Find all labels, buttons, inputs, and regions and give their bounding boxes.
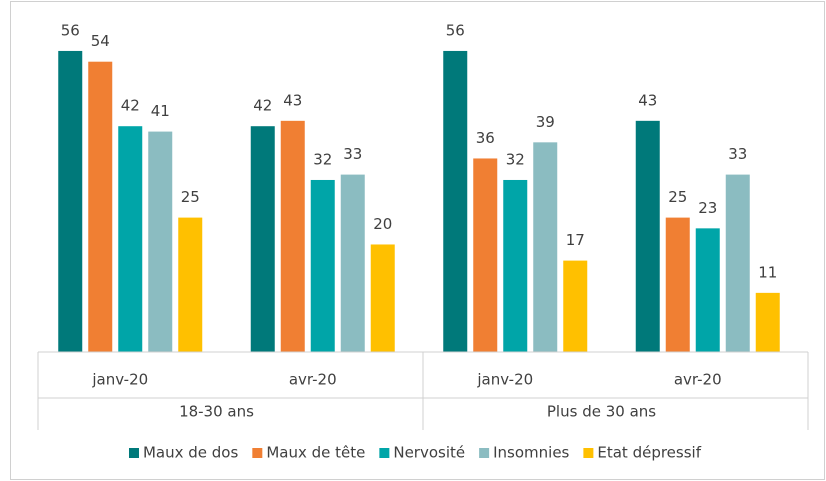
x-tick-label: janv-20 bbox=[91, 371, 148, 389]
data-label: 41 bbox=[151, 102, 170, 120]
data-label: 33 bbox=[728, 145, 747, 163]
legend-swatch bbox=[379, 448, 390, 458]
legend-swatch bbox=[583, 448, 594, 458]
data-label: 32 bbox=[313, 150, 332, 168]
data-label: 56 bbox=[61, 21, 80, 39]
bar bbox=[563, 260, 588, 352]
bar bbox=[340, 174, 365, 352]
data-label: 36 bbox=[476, 129, 495, 147]
bar bbox=[725, 174, 750, 352]
data-label: 39 bbox=[536, 113, 555, 131]
data-label: 43 bbox=[638, 91, 657, 109]
x-tick-label: avr-20 bbox=[289, 371, 337, 389]
bar bbox=[443, 50, 468, 352]
x-tick-label: avr-20 bbox=[674, 371, 722, 389]
legend-label: Nervosité bbox=[393, 444, 465, 462]
data-label: 43 bbox=[283, 91, 302, 109]
bar bbox=[370, 244, 395, 352]
data-label: 56 bbox=[446, 21, 465, 39]
bar bbox=[250, 126, 275, 352]
bar bbox=[310, 179, 335, 352]
legend-swatch bbox=[252, 448, 263, 458]
data-label: 25 bbox=[668, 188, 687, 206]
bar bbox=[665, 217, 690, 352]
bar bbox=[118, 126, 143, 352]
bar bbox=[503, 179, 528, 352]
bar bbox=[148, 131, 173, 352]
x-tick-label: janv-20 bbox=[476, 371, 533, 389]
bar bbox=[533, 142, 558, 352]
chart-frame bbox=[10, 1, 825, 480]
data-label: 32 bbox=[506, 150, 525, 168]
bar bbox=[695, 228, 720, 352]
data-label: 20 bbox=[373, 215, 392, 233]
legend-swatch bbox=[128, 448, 139, 458]
data-label: 25 bbox=[181, 188, 200, 206]
bar bbox=[178, 217, 203, 352]
data-label: 33 bbox=[343, 145, 362, 163]
group-label: Plus de 30 ans bbox=[547, 403, 656, 421]
bar bbox=[58, 50, 83, 352]
bar bbox=[280, 120, 305, 352]
data-label: 42 bbox=[253, 97, 272, 115]
data-label: 11 bbox=[758, 263, 777, 281]
legend-swatch bbox=[479, 448, 490, 458]
bar bbox=[473, 158, 498, 352]
legend-label: Maux de dos bbox=[143, 444, 239, 462]
group-label: 18-30 ans bbox=[179, 403, 254, 421]
legend-label: Maux de tête bbox=[266, 444, 365, 462]
legend-label: Etat dépressif bbox=[597, 444, 701, 462]
bar bbox=[755, 292, 780, 352]
data-label: 17 bbox=[566, 231, 585, 249]
bar bbox=[635, 120, 660, 352]
legend-label: Insomnies bbox=[493, 444, 569, 462]
data-label: 54 bbox=[91, 32, 110, 50]
bar bbox=[88, 61, 113, 353]
data-label: 23 bbox=[698, 199, 717, 217]
data-label: 42 bbox=[121, 97, 140, 115]
